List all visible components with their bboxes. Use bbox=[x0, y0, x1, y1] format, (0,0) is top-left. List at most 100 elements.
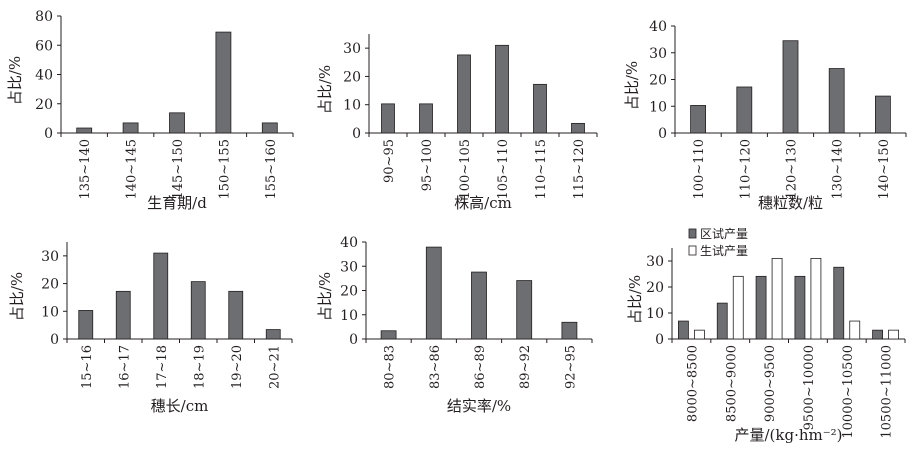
x-tick-label: 16~17 bbox=[117, 345, 132, 389]
x-tick-label: 105~110 bbox=[496, 139, 511, 200]
bar bbox=[828, 68, 845, 134]
y-tick-label: 40 bbox=[340, 235, 358, 251]
x-tick-label: 135~140 bbox=[78, 139, 93, 200]
bar-regional bbox=[872, 329, 883, 340]
y-tick-label: 0 bbox=[352, 126, 361, 142]
chart-panel-2: 0 10 20 30 90~95 95~100 100~105 105~110 110~115 1… bbox=[316, 34, 598, 212]
bar bbox=[419, 103, 433, 134]
legend-label: 区试产量 bbox=[700, 226, 748, 241]
y-tick-label: 20 bbox=[41, 277, 59, 293]
x-tick-label: 8500~9000 bbox=[724, 345, 739, 422]
x-tick-label: 89~92 bbox=[518, 345, 533, 389]
chart-panel-6: 0 10 20 30 8000~8500 8500~9000 9000~9500 9500~1… bbox=[626, 226, 906, 444]
x-tick-label: 120~130 bbox=[785, 139, 800, 200]
y-tick-label: 30 bbox=[343, 41, 361, 57]
bar bbox=[169, 112, 185, 134]
x-tick-label: 18~19 bbox=[192, 345, 207, 389]
y-axis-title: 占比/% bbox=[8, 272, 26, 321]
x-tick-label: 15~16 bbox=[80, 345, 95, 389]
bar bbox=[561, 321, 578, 340]
y-tick-label: 0 bbox=[44, 126, 53, 142]
x-tick-label: 80~83 bbox=[383, 345, 398, 389]
x-tick-label: 86~89 bbox=[473, 345, 488, 389]
y-tick-label: 20 bbox=[646, 280, 664, 296]
x-axis-title: 穗长/cm bbox=[151, 397, 209, 415]
bar bbox=[533, 83, 547, 134]
bar-production bbox=[810, 257, 822, 340]
x-tick-label: 130~140 bbox=[831, 139, 846, 200]
x-tick-label: 8000~8500 bbox=[685, 345, 700, 422]
y-axis-title: 占比/% bbox=[316, 65, 334, 114]
x-tick-label: 140~150 bbox=[877, 139, 892, 200]
y-tick-label: 60 bbox=[35, 38, 53, 54]
bar bbox=[782, 40, 799, 134]
legend-swatch bbox=[688, 228, 697, 239]
bar bbox=[571, 122, 585, 134]
x-tick-label: 95~100 bbox=[420, 139, 435, 191]
y-tick-label: 0 bbox=[50, 332, 59, 348]
x-tick-label: 17~18 bbox=[155, 345, 170, 389]
x-tick-label: 19~20 bbox=[230, 345, 245, 389]
bar bbox=[736, 86, 753, 134]
y-tick-label: 10 bbox=[343, 98, 361, 114]
y-tick-label: 30 bbox=[649, 46, 667, 62]
x-tick-label: 140~145 bbox=[125, 139, 140, 200]
x-tick-label: 90~95 bbox=[382, 139, 397, 183]
bar bbox=[471, 271, 487, 340]
x-tick-label: 10500~11000 bbox=[880, 345, 895, 439]
chart-panel-4: 0 10 20 30 15~16 16~17 17~18 18~19 19~20 20~21 穗长/… bbox=[8, 242, 293, 415]
bar bbox=[78, 310, 94, 340]
bar bbox=[516, 280, 533, 340]
y-tick-label: 40 bbox=[35, 68, 53, 84]
y-tick-label: 20 bbox=[649, 73, 667, 89]
chart-panel-1: 0 20 40 60 80 135~140 140~145 145~150 150~155 155… bbox=[6, 9, 294, 212]
x-tick-label: 9500~10000 bbox=[802, 345, 817, 430]
legend-label: 生试产量 bbox=[700, 243, 748, 258]
bar-regional bbox=[833, 266, 845, 340]
y-tick-label: 10 bbox=[646, 306, 664, 322]
bar-regional bbox=[755, 275, 767, 340]
y-tick-label: 80 bbox=[35, 9, 53, 25]
y-tick-label: 0 bbox=[655, 332, 664, 348]
x-tick-label: 100~105 bbox=[458, 139, 473, 200]
bar bbox=[153, 252, 169, 340]
y-tick-label: 30 bbox=[646, 254, 664, 270]
bar bbox=[115, 290, 131, 340]
bar bbox=[457, 54, 471, 134]
y-axis-title: 占比/% bbox=[626, 275, 644, 324]
x-axis-title: 结实率/% bbox=[447, 397, 511, 415]
x-tick-label: 110~120 bbox=[738, 139, 753, 200]
x-axis-title: 穗粒数/粒 bbox=[758, 194, 823, 212]
y-tick-label: 30 bbox=[340, 259, 358, 275]
y-tick-label: 20 bbox=[343, 69, 361, 85]
y-tick-label: 10 bbox=[649, 99, 667, 115]
bar bbox=[495, 44, 509, 134]
bar-production bbox=[888, 329, 899, 340]
y-axis-title: 占比/% bbox=[316, 272, 334, 321]
bar bbox=[381, 103, 395, 134]
bar-production bbox=[771, 257, 783, 340]
x-tick-label: 83~86 bbox=[428, 345, 443, 389]
x-tick-label: 115~120 bbox=[572, 139, 587, 200]
bar bbox=[875, 95, 891, 134]
x-tick-label: 10000~10500 bbox=[841, 345, 856, 439]
bar bbox=[690, 105, 706, 134]
bar-regional bbox=[678, 320, 689, 340]
y-axis-title: 占比/% bbox=[623, 61, 641, 110]
bar-regional bbox=[794, 275, 806, 340]
bar-production bbox=[694, 329, 705, 340]
bar bbox=[76, 127, 93, 134]
bar-production bbox=[732, 275, 744, 340]
bar bbox=[190, 281, 206, 340]
x-tick-label: 110~115 bbox=[534, 139, 549, 200]
y-tick-label: 30 bbox=[41, 249, 59, 265]
y-tick-label: 0 bbox=[658, 126, 667, 142]
x-axis-title: 生育期/d bbox=[147, 194, 207, 212]
bar bbox=[380, 330, 397, 340]
bar bbox=[122, 122, 139, 134]
x-tick-label: 20~21 bbox=[267, 345, 282, 389]
bar-regional bbox=[716, 302, 728, 340]
x-tick-label: 92~95 bbox=[563, 345, 578, 389]
y-tick-label: 40 bbox=[649, 19, 667, 35]
